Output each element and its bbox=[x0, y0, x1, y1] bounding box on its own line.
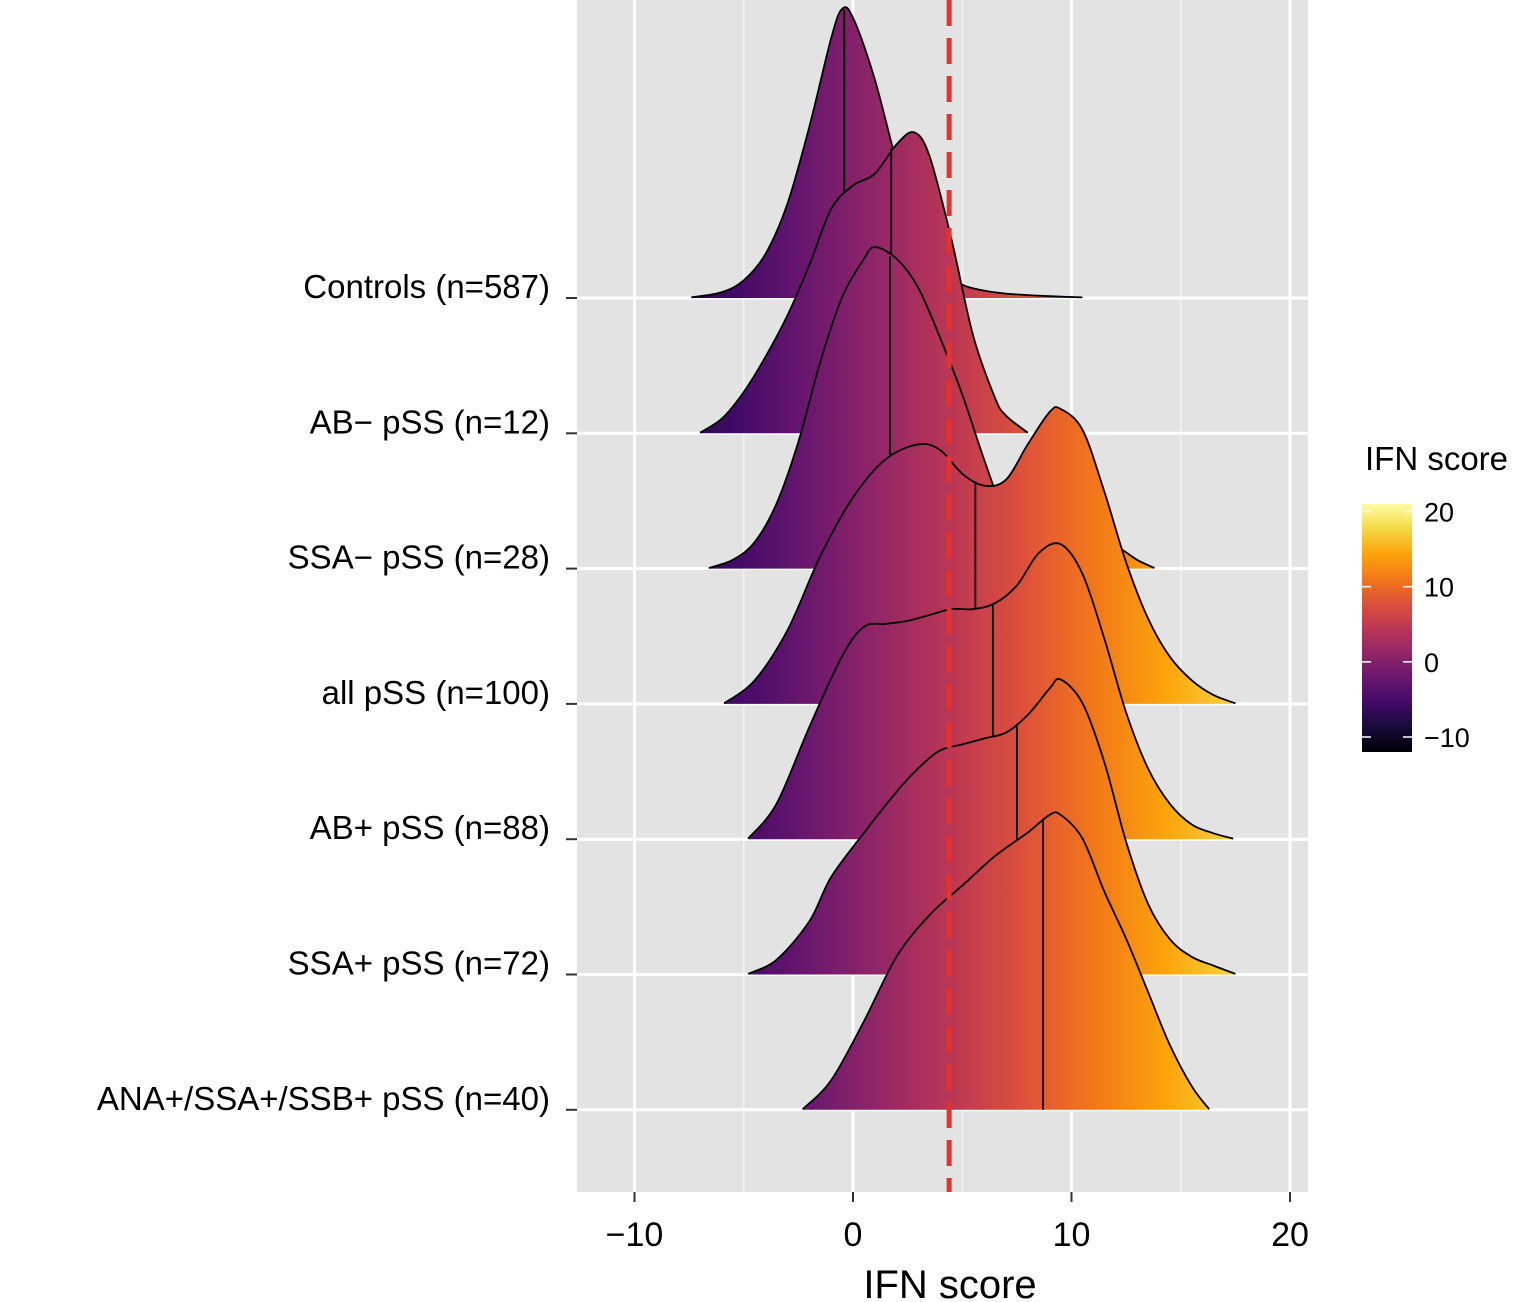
ridge-density-fill bbox=[748, 543, 1234, 840]
ridge-density-fill bbox=[724, 407, 1236, 704]
ridge-density-outline bbox=[747, 542, 1234, 840]
y-tick-label: Controls (n=587) bbox=[303, 268, 550, 305]
legend-tick-label: 0 bbox=[1424, 648, 1439, 678]
ridge-density-fill bbox=[802, 812, 1210, 1110]
ridge-density-outline bbox=[802, 811, 1210, 1110]
ridge-density-outline bbox=[747, 678, 1236, 975]
x-tick-label: 20 bbox=[1271, 1216, 1309, 1254]
legend-tick-label: −10 bbox=[1424, 723, 1470, 753]
y-tick-label: ANA+/SSA+/SSB+ pSS (n=40) bbox=[97, 1080, 550, 1117]
y-tick-label: SSA+ pSS (n=72) bbox=[288, 945, 550, 982]
x-axis: −10 0 10 20 bbox=[606, 1192, 1309, 1254]
y-tick-label: AB− pSS (n=12) bbox=[310, 403, 550, 440]
x-axis-title: IFN score bbox=[863, 1263, 1036, 1302]
legend-title: IFN score bbox=[1365, 440, 1508, 477]
legend-tick-label: 20 bbox=[1424, 498, 1454, 528]
x-tick-label: 10 bbox=[1053, 1216, 1091, 1254]
ridge-density-outline bbox=[699, 131, 1029, 434]
ridge-density-fill bbox=[691, 7, 1083, 298]
x-tick-label: −10 bbox=[606, 1216, 664, 1254]
ridge-density-fill bbox=[748, 678, 1236, 975]
legend-colorbar bbox=[1362, 504, 1412, 752]
ridge-group bbox=[802, 811, 1210, 1110]
ridge-density-fill bbox=[708, 247, 1155, 569]
color-legend: IFN score 20 10 0 −10 bbox=[1362, 440, 1508, 753]
y-tick-label: all pSS (n=100) bbox=[322, 674, 550, 711]
legend-tick-label: 10 bbox=[1424, 573, 1454, 603]
ridge-densities bbox=[691, 6, 1236, 1110]
y-tick-label: SSA− pSS (n=28) bbox=[288, 539, 550, 576]
ridge-density-outline bbox=[691, 6, 1083, 299]
y-tick-label: AB+ pSS (n=88) bbox=[310, 809, 550, 846]
ridge-density-outline bbox=[723, 406, 1236, 705]
x-tick-label: 0 bbox=[844, 1216, 863, 1254]
y-axis: Controls (n=587) AB− pSS (n=12) SSA− pSS (… bbox=[97, 268, 577, 1117]
